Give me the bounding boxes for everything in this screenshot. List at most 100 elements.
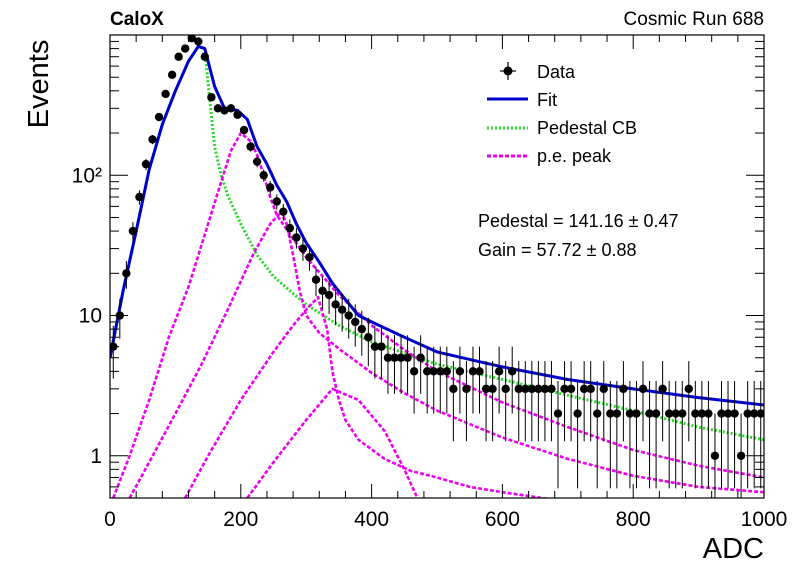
data-point — [684, 361, 693, 442]
plot-frame — [109, 34, 765, 499]
legend-label-fit: Fit — [537, 90, 557, 110]
data-point — [651, 380, 661, 489]
data-point — [305, 246, 314, 271]
data-point — [697, 380, 707, 489]
legend-label-data: Data — [537, 62, 576, 82]
data-point — [187, 35, 196, 43]
data-point — [736, 413, 746, 498]
gain-result: Gain = 57.72 ± 0.88 — [478, 240, 637, 260]
data-point — [154, 112, 164, 122]
pe-peak-curve — [184, 295, 551, 498]
pe-peak-curve — [246, 387, 419, 498]
y-tick-label: 1 — [90, 445, 102, 468]
x-axis-title: ADC — [703, 533, 764, 565]
data-point — [403, 335, 412, 394]
data-point — [658, 361, 667, 442]
y-axis-title: Events — [23, 40, 55, 129]
data-point — [717, 380, 726, 489]
data-point — [468, 346, 478, 414]
data-point — [266, 180, 275, 195]
data-point — [691, 380, 700, 489]
legend-marker-data — [500, 62, 516, 80]
data-point — [220, 106, 229, 115]
data-point — [710, 413, 720, 498]
data-point — [364, 317, 373, 367]
data-point — [743, 380, 752, 489]
data-point — [422, 346, 432, 414]
pe-peak-curve — [112, 131, 764, 498]
data-point — [226, 104, 236, 113]
data-point — [194, 37, 203, 46]
data-point — [200, 52, 210, 61]
data-point — [436, 346, 445, 414]
data-point — [664, 380, 674, 489]
run-label: Cosmic Run 688 — [624, 9, 764, 30]
data-point — [239, 125, 249, 135]
data-point — [148, 135, 157, 145]
data-point — [370, 325, 380, 379]
data-point — [612, 380, 622, 489]
data-point — [455, 346, 465, 414]
data-point — [442, 346, 452, 414]
data-point — [586, 361, 595, 442]
data-point — [285, 219, 295, 239]
data-point — [704, 380, 713, 489]
data-point — [521, 361, 530, 442]
pe-peak-curve — [128, 210, 764, 498]
data-point — [246, 141, 255, 152]
x-tick-label: 600 — [485, 508, 520, 531]
curves-layer — [110, 44, 764, 498]
data-point — [723, 380, 733, 489]
data-point — [383, 335, 393, 394]
data-point — [481, 361, 491, 442]
x-tick-label: 0 — [104, 508, 116, 531]
data-point — [429, 346, 438, 414]
data-point — [331, 288, 340, 326]
data-point — [475, 346, 484, 414]
data-point — [488, 361, 497, 442]
data-point — [606, 380, 615, 489]
data-point — [449, 361, 458, 442]
data-point — [324, 280, 334, 314]
axis-tick-labels: 0 200 400 600 800 1000 1 10 10² — [72, 164, 788, 531]
data-point — [167, 70, 177, 80]
data-point — [632, 380, 641, 489]
data-point — [462, 361, 471, 442]
data-point — [298, 238, 308, 261]
data-point — [553, 380, 563, 489]
fit-curve — [110, 44, 764, 407]
data-point — [573, 380, 582, 489]
data-point — [534, 361, 543, 442]
data-point — [527, 361, 537, 442]
data-point — [161, 89, 170, 99]
data-point — [213, 104, 223, 113]
data-point — [181, 44, 190, 53]
data-point — [638, 361, 648, 442]
data-point — [547, 361, 556, 442]
data-point — [619, 361, 628, 442]
data-point — [579, 361, 589, 442]
data-point — [514, 361, 523, 442]
data-point — [207, 93, 216, 102]
data-point — [357, 310, 366, 356]
data-point — [730, 380, 739, 489]
data-point — [409, 346, 419, 414]
data-point — [122, 261, 131, 289]
data-point — [645, 380, 654, 489]
data-point — [351, 304, 360, 347]
data-point — [494, 346, 504, 414]
legend: Data Fit Pedestal CB p.e. peak — [487, 62, 637, 166]
data-point — [337, 293, 347, 332]
experiment-label: CaloX — [110, 9, 164, 30]
data-point — [318, 276, 327, 310]
data-point — [377, 325, 386, 379]
data-point — [233, 110, 242, 119]
data-point — [396, 335, 406, 394]
pedestal-result: Pedestal = 141.16 ± 0.47 — [478, 211, 679, 231]
data-point — [540, 361, 550, 442]
legend-label-pedestal: Pedestal CB — [537, 118, 637, 138]
data-point — [501, 361, 510, 442]
data-point — [272, 194, 281, 210]
data-point — [749, 380, 759, 489]
